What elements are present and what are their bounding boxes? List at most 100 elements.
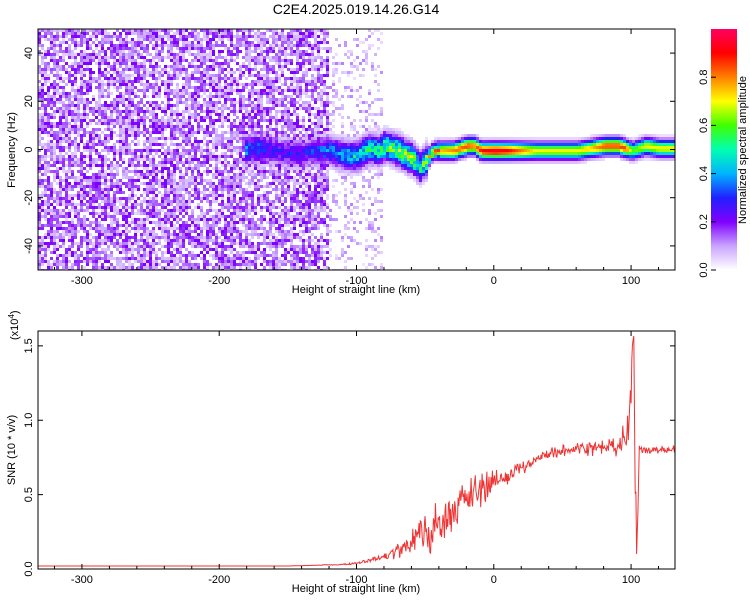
spectrogram-cell bbox=[206, 143, 209, 146]
spectrogram-cell bbox=[242, 200, 245, 203]
spectrogram-cell bbox=[233, 167, 236, 170]
spectrogram-cell bbox=[155, 107, 158, 110]
spectrogram-cell bbox=[86, 248, 89, 251]
spectrogram-cell bbox=[41, 158, 44, 161]
spectrogram-cell bbox=[50, 113, 53, 116]
spectrogram-cell bbox=[131, 251, 134, 254]
spectrogram-cell bbox=[254, 134, 257, 137]
spectrogram-cell bbox=[230, 197, 233, 200]
spectrogram-cell bbox=[218, 92, 221, 95]
spectrogram-cell bbox=[38, 116, 41, 119]
spectrogram-cell bbox=[44, 128, 47, 131]
spectrogram-cell bbox=[89, 248, 92, 251]
spectrogram-cell bbox=[167, 161, 170, 164]
spectrogram-cell bbox=[275, 200, 278, 203]
spectrogram-cell bbox=[86, 236, 89, 239]
spectrogram-cell bbox=[179, 71, 182, 74]
spectrogram-cell bbox=[251, 260, 254, 263]
spectrogram-cell bbox=[194, 239, 197, 242]
spectrogram-cell bbox=[83, 224, 86, 227]
spectrogram-cell bbox=[59, 245, 62, 248]
spectrogram-cell bbox=[194, 227, 197, 230]
spectrogram-cell bbox=[47, 29, 50, 32]
spectrogram-cell bbox=[248, 53, 251, 56]
spectrogram-cell bbox=[122, 263, 125, 266]
spectrogram-cell bbox=[107, 203, 110, 206]
spectrogram-cell bbox=[269, 254, 272, 257]
spectrogram-cell bbox=[77, 161, 80, 164]
spectrogram-cell bbox=[215, 128, 218, 131]
spectrogram-cell bbox=[41, 101, 44, 104]
spectrogram-cell bbox=[113, 215, 116, 218]
spectrogram-cell bbox=[110, 116, 113, 119]
spectrogram-cell bbox=[38, 227, 41, 230]
spectrogram-cell bbox=[173, 167, 176, 170]
spectrogram-cell bbox=[101, 167, 104, 170]
spectrogram-cell bbox=[125, 32, 128, 35]
spectrogram-cell bbox=[71, 152, 74, 155]
spectrogram-cell bbox=[38, 221, 41, 224]
spectrogram-cell bbox=[59, 161, 62, 164]
spectrogram-cell bbox=[197, 92, 200, 95]
spectrogram-cell bbox=[62, 77, 65, 80]
spectrogram-cell bbox=[143, 119, 146, 122]
spectrogram-cell bbox=[254, 155, 257, 158]
spectrogram-cell bbox=[218, 242, 221, 245]
spectrogram-cell bbox=[86, 140, 89, 143]
spectrogram-cell bbox=[269, 68, 272, 71]
spectrogram-cell bbox=[209, 263, 212, 266]
spectrogram-cell bbox=[86, 29, 89, 32]
spectrogram-cell bbox=[266, 158, 269, 161]
spectrogram-cell bbox=[104, 227, 107, 230]
spectrogram-cell bbox=[203, 221, 206, 224]
spectrogram-cell bbox=[245, 203, 248, 206]
spectrogram-cell bbox=[59, 47, 62, 50]
spectrogram-cell bbox=[245, 257, 248, 260]
spectrogram-cell bbox=[62, 266, 65, 269]
spectrogram-cell bbox=[53, 44, 56, 47]
spectrogram-cell bbox=[281, 128, 284, 131]
spectrogram-cell bbox=[251, 158, 254, 161]
spectrogram-cell bbox=[122, 101, 125, 104]
spectrogram-cell bbox=[170, 251, 173, 254]
spectrogram-cell bbox=[164, 71, 167, 74]
spectrogram-cell bbox=[188, 161, 191, 164]
spectrogram-cell bbox=[278, 62, 281, 65]
spectrogram-cell bbox=[89, 188, 92, 191]
spectrogram-cell bbox=[182, 68, 185, 71]
spectrogram-cell bbox=[269, 215, 272, 218]
spectrogram-cell bbox=[140, 221, 143, 224]
spectrogram-cell bbox=[95, 224, 98, 227]
spectrogram-cell bbox=[221, 116, 224, 119]
spectrogram-cell bbox=[212, 155, 215, 158]
spectrogram-cell bbox=[206, 167, 209, 170]
spectrogram-cell bbox=[68, 122, 71, 125]
spectrogram-cell bbox=[155, 257, 158, 260]
spectrogram-cell bbox=[137, 143, 140, 146]
spectrogram-cell bbox=[263, 164, 266, 167]
spectrogram-cell bbox=[200, 65, 203, 68]
spectrogram-cell bbox=[269, 206, 272, 209]
spectrogram-cell bbox=[38, 149, 41, 152]
spectrogram-cell bbox=[65, 68, 68, 71]
spectrogram-cell bbox=[92, 119, 95, 122]
spectrogram-cell bbox=[245, 38, 248, 41]
spectrogram-cell bbox=[62, 221, 65, 224]
spectrogram-cell bbox=[176, 248, 179, 251]
spectrogram-cell bbox=[209, 50, 212, 53]
spectrogram-cell bbox=[71, 230, 74, 233]
spectrogram-cell bbox=[194, 107, 197, 110]
spectrogram-cell bbox=[242, 179, 245, 182]
spectrogram-cell bbox=[155, 116, 158, 119]
spectrogram-cell bbox=[278, 155, 281, 158]
spectrogram-cell bbox=[179, 29, 182, 32]
spectrogram-cell bbox=[47, 224, 50, 227]
spectrogram-cell bbox=[116, 209, 119, 212]
spectrogram-cell bbox=[41, 200, 44, 203]
spectrogram-cell bbox=[59, 179, 62, 182]
spectrogram-cell bbox=[239, 95, 242, 98]
spectrogram-cell bbox=[134, 218, 137, 221]
spectrogram-cell bbox=[248, 158, 251, 161]
spectrogram-cell bbox=[80, 191, 83, 194]
spectrogram-cell bbox=[176, 125, 179, 128]
